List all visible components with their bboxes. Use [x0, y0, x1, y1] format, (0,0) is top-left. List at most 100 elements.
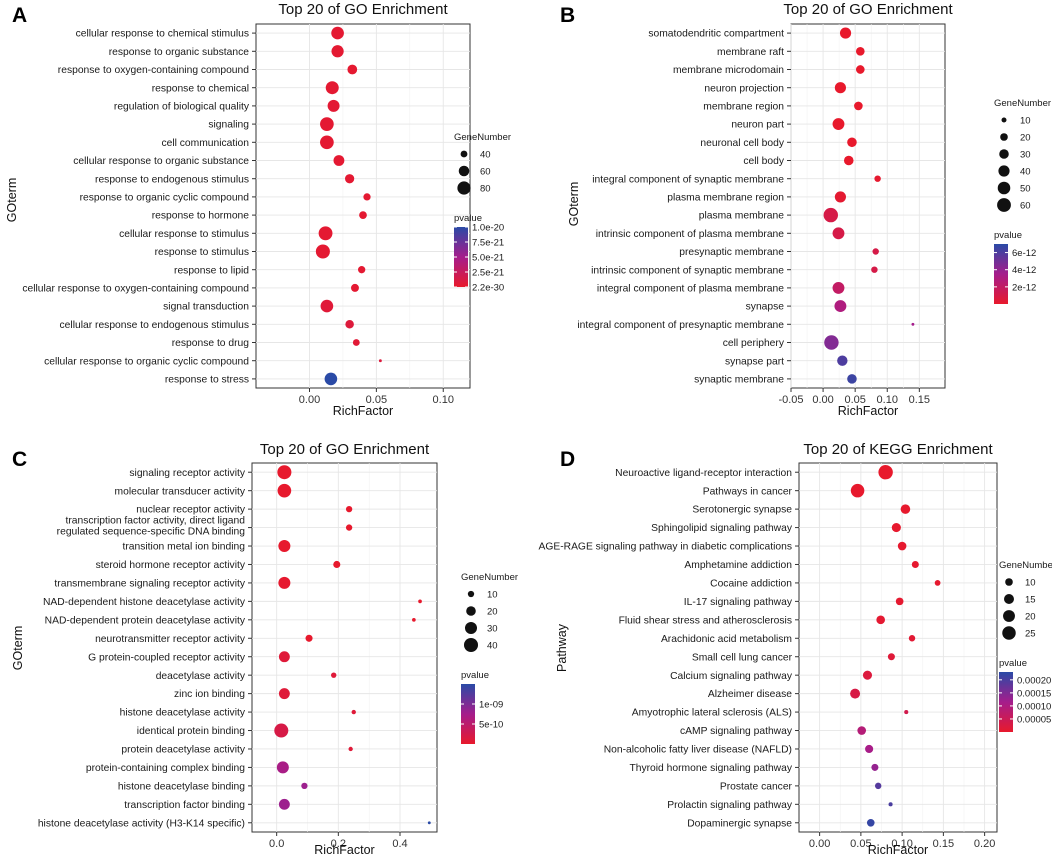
data-point	[871, 266, 878, 273]
data-point	[891, 523, 901, 533]
category-label: Pathways in cancer	[703, 486, 793, 497]
data-point	[325, 81, 339, 95]
size-legend-title: GeneNumber	[454, 132, 511, 143]
x-axis-title: RichFactor	[314, 843, 374, 856]
data-point	[277, 465, 292, 480]
plot-area	[255, 23, 471, 389]
category-label: Serotonergic synapse	[692, 505, 792, 516]
chart-title: Top 20 of GO Enrichment	[783, 1, 953, 18]
data-point	[843, 155, 854, 166]
panel-letter: A	[12, 4, 27, 27]
plot-area	[251, 462, 438, 833]
data-point	[345, 174, 355, 184]
data-point	[358, 266, 366, 274]
category-label: neuron projection	[704, 83, 784, 94]
data-point	[871, 763, 879, 771]
panel-letter: D	[560, 448, 575, 471]
x-tick-label: 0.00	[299, 394, 320, 406]
category-label: membrane microdomain	[673, 65, 784, 76]
color-legend-title: pvalue	[999, 658, 1027, 669]
data-point	[320, 117, 334, 131]
data-point	[908, 635, 916, 642]
color-legend-label: 7.5e-21	[472, 238, 504, 249]
data-point	[318, 226, 333, 241]
category-label: Alzheimer disease	[708, 689, 792, 700]
x-tick-label: 0.05	[844, 394, 865, 406]
data-point	[855, 65, 865, 74]
data-point	[824, 335, 839, 350]
size-legend-dot	[997, 181, 1011, 195]
data-point	[847, 374, 857, 384]
data-point	[305, 634, 313, 642]
panel-b: B Top 20 of GO Enrichment -0.05 0.00 0.05 0.1…	[560, 1, 1051, 418]
size-legend-label: 20	[487, 607, 498, 618]
y-axis-title: GOterm	[11, 626, 25, 670]
size-legend-label: 40	[487, 641, 498, 652]
data-point	[834, 82, 846, 94]
size-legend-label: 50	[1020, 184, 1031, 195]
size-legend-dot	[998, 165, 1010, 177]
category-label: zinc ion binding	[174, 689, 245, 700]
x-axis-title: RichFactor	[838, 404, 898, 418]
category-label: Cocaine addiction	[710, 579, 792, 590]
data-point	[855, 46, 865, 56]
category-label: histone deacetylase binding	[118, 781, 245, 792]
size-legend-label: 10	[487, 590, 498, 601]
panel-d: D Top 20 of KEGG Enrichment 0.00 0.05 0.10 0.…	[538, 441, 1052, 856]
size-legend-dot	[458, 165, 470, 177]
category-label: Amyotrophic lateral sclerosis (ALS)	[632, 708, 792, 719]
size-legend-label: 80	[480, 184, 491, 195]
size-legend-dot	[463, 637, 479, 653]
data-point	[324, 372, 338, 386]
data-point	[874, 782, 882, 790]
category-label: response to hormone	[152, 211, 250, 222]
category-label: Sphingolipid signaling pathway	[651, 523, 793, 534]
plot-area	[790, 23, 946, 389]
color-legend-label: 6e-12	[1012, 248, 1036, 259]
category-label: Prolactin signaling pathway	[667, 800, 793, 811]
data-point	[378, 359, 382, 363]
size-legend-label: 40	[480, 150, 491, 161]
data-point	[333, 560, 341, 569]
data-point	[278, 540, 291, 553]
category-label: NAD-dependent protein deacetylase activi…	[45, 615, 246, 626]
category-label: response to organic cyclic compound	[80, 193, 250, 204]
data-point	[348, 746, 353, 752]
category-label: response to endogenous stimulus	[95, 174, 249, 185]
data-point	[278, 798, 290, 810]
x-tick-label: 0.0	[269, 838, 284, 850]
data-point	[832, 281, 845, 294]
size-legend-label: 30	[487, 624, 498, 635]
data-point	[331, 672, 337, 678]
data-point	[315, 244, 330, 259]
data-point	[837, 355, 848, 366]
category-label: integral component of synaptic membrane	[592, 174, 784, 185]
category-label: molecular transducer activity	[115, 486, 246, 497]
data-point	[278, 576, 291, 589]
category-label: response to organic substance	[109, 47, 250, 58]
category-label: intrinsic component of plasma membrane	[596, 229, 785, 240]
size-legend-dot	[457, 181, 471, 195]
x-axis-title: RichFactor	[868, 843, 928, 856]
data-point	[895, 597, 904, 606]
category-label: Arachidonic acid metabolism	[661, 634, 792, 645]
color-legend-label: 0.00010	[1017, 701, 1051, 712]
x-tick-label: 0.10	[877, 394, 898, 406]
data-point	[427, 821, 431, 825]
category-label: transmembrane signaling receptor activit…	[54, 579, 245, 590]
color-legend-label: 0.00005	[1017, 714, 1051, 725]
size-legend-dot	[467, 590, 475, 598]
category-label: neuron part	[731, 120, 784, 131]
size-legend-label: 20	[1020, 133, 1031, 144]
category-label: Non-alcoholic fatty liver disease (NAFLD…	[604, 745, 792, 756]
size-legend-dot	[1005, 578, 1013, 586]
category-label: cellular response to chemical stimulus	[76, 29, 249, 40]
data-point	[834, 300, 847, 313]
x-tick-label: 0.00	[812, 394, 833, 406]
color-legend-title: pvalue	[454, 213, 482, 224]
data-point	[878, 465, 893, 480]
data-point	[418, 599, 422, 604]
data-point	[345, 320, 354, 329]
plot-area	[798, 462, 998, 833]
category-label: nuclear receptor activity	[136, 505, 246, 516]
